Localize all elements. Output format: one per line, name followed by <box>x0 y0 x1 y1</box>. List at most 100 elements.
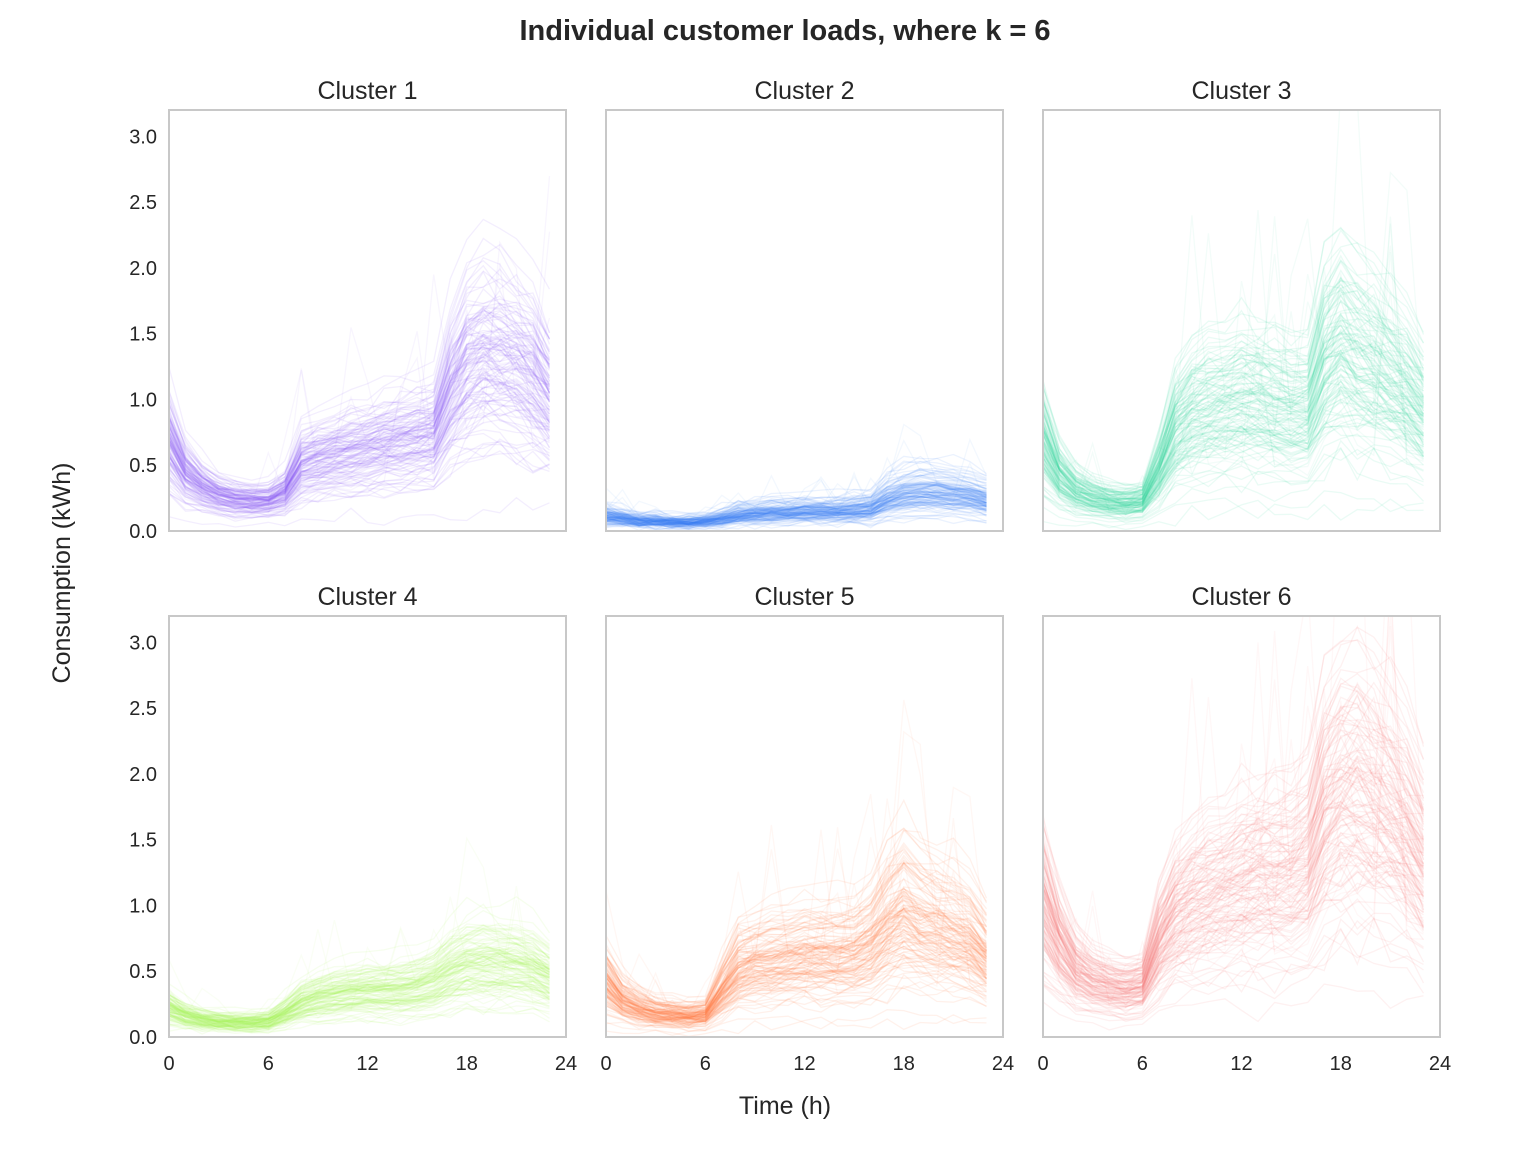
load-line <box>606 864 988 1011</box>
load-line <box>169 270 551 489</box>
load-line <box>169 328 551 500</box>
load-line <box>606 514 987 531</box>
load-line <box>1043 361 1424 507</box>
load-line <box>169 963 550 1027</box>
load-line <box>1043 616 1425 990</box>
load-line <box>1043 355 1424 507</box>
load-line <box>169 325 550 501</box>
load-line <box>169 452 550 519</box>
load-line <box>1043 731 1424 977</box>
load-line <box>606 907 987 1019</box>
load-line <box>1043 401 1425 515</box>
load-line <box>169 987 550 1032</box>
y-tick-label: 3.0 <box>129 632 157 654</box>
panel-title: Cluster 1 <box>317 77 417 105</box>
load-line <box>1043 803 1425 991</box>
load-line <box>169 450 550 522</box>
load-line <box>169 949 550 1023</box>
load-line <box>1043 853 1425 1007</box>
load-line <box>169 419 550 517</box>
load-line <box>606 924 988 1017</box>
y-tick-label: 2.5 <box>129 698 157 720</box>
load-line <box>169 940 550 1020</box>
load-line <box>1043 422 1425 516</box>
load-line <box>606 496 987 526</box>
load-line <box>606 829 988 1004</box>
load-line <box>1043 413 1425 514</box>
load-line <box>1043 806 1424 998</box>
load-line <box>606 931 987 1020</box>
load-line <box>169 927 550 1019</box>
load-line <box>169 334 551 502</box>
load-line <box>606 941 987 1024</box>
load-line <box>1043 299 1425 505</box>
load-line <box>1043 702 1424 972</box>
load-line <box>1043 254 1425 493</box>
load-line <box>169 933 550 1020</box>
load-line <box>1043 216 1424 514</box>
load-line <box>1043 777 1425 989</box>
load-line <box>169 948 550 1020</box>
load-line <box>169 955 550 1027</box>
load-line <box>606 890 988 1012</box>
load-line <box>606 928 987 1021</box>
load-line <box>1043 252 1424 515</box>
load-line <box>606 906 988 1020</box>
load-line <box>169 404 550 515</box>
load-line <box>606 461 988 527</box>
load-line <box>606 910 987 1017</box>
y-tick-label: 0.0 <box>129 1027 157 1049</box>
load-line <box>169 360 550 505</box>
load-line <box>606 921 987 1018</box>
load-line <box>1043 258 1425 491</box>
panel-frame <box>168 109 567 532</box>
load-line <box>169 429 550 516</box>
panel-title: Cluster 2 <box>754 77 854 105</box>
x-tick-label: 24 <box>1429 1053 1451 1075</box>
load-line <box>606 699 987 1011</box>
load-line <box>606 914 988 1020</box>
load-line <box>1043 942 1425 1021</box>
load-line <box>169 378 550 510</box>
load-line <box>606 491 987 524</box>
load-line <box>606 501 987 527</box>
load-line <box>169 336 551 503</box>
load-line <box>1043 110 1424 505</box>
load-line <box>606 501 987 530</box>
load-line <box>606 469 987 520</box>
load-line <box>169 943 550 1025</box>
load-line <box>1043 616 1425 987</box>
load-line <box>1043 832 1425 998</box>
load-line <box>606 844 987 1006</box>
load-line <box>1043 626 1425 958</box>
load-line <box>169 257 551 488</box>
load-line <box>1043 307 1424 498</box>
load-line <box>1043 849 1424 1002</box>
load-line <box>606 933 987 1023</box>
load-line <box>606 473 987 521</box>
load-line <box>1043 276 1425 496</box>
load-line <box>1043 269 1425 494</box>
load-line <box>169 955 550 1022</box>
load-line <box>1043 678 1424 988</box>
load-line <box>1043 359 1424 508</box>
load-line <box>169 949 550 1024</box>
load-line <box>606 496 987 527</box>
load-line <box>169 956 550 1024</box>
load-line <box>606 827 988 1004</box>
load-line <box>169 395 550 514</box>
x-tick-label: 12 <box>1230 1053 1252 1075</box>
load-line <box>1043 171 1425 505</box>
load-line <box>606 798 988 998</box>
load-line <box>606 862 987 1010</box>
load-line <box>606 915 987 1019</box>
load-line <box>1043 319 1424 501</box>
load-line <box>606 908 987 1020</box>
load-line <box>1043 754 1425 984</box>
load-line <box>606 934 988 1019</box>
load-line <box>169 987 550 1030</box>
load-line <box>606 856 988 1009</box>
load-line <box>169 943 550 1023</box>
load-line <box>606 985 987 1032</box>
load-line <box>169 987 550 1033</box>
